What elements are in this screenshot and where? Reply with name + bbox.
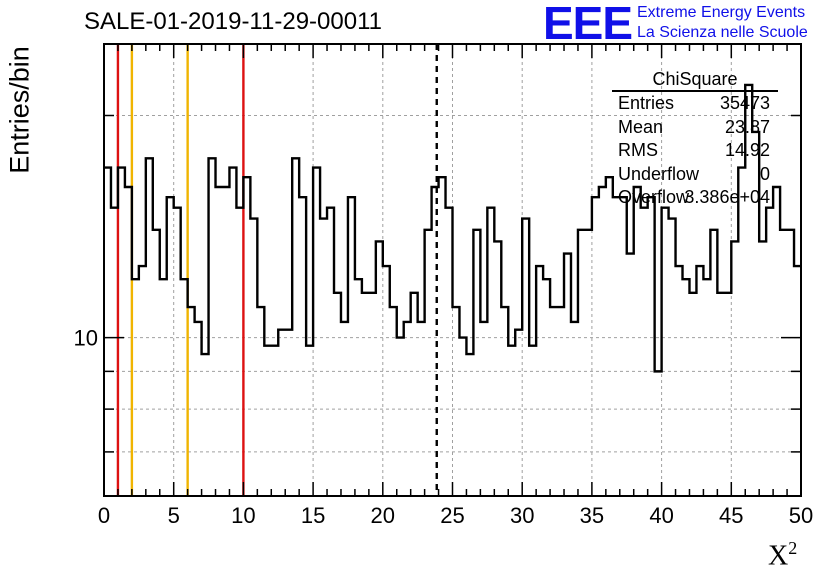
logo-text-line2: La Scienza nelle Scuole [637,24,808,41]
logo-text-line1: Extreme Energy Events [637,4,806,21]
axis-ticks [103,44,802,496]
y-axis-label: Entries/bin [4,46,35,174]
stats-row-entries: Entries 35473 [612,92,778,116]
stats-box: ChiSquare Entries 35473 Mean 23.87 RMS 1… [612,68,778,210]
stats-row-underflow: Underflow 0 [612,163,778,187]
stats-value: 35473 [719,93,770,113]
stats-row-overflow: Overflow 3.386e+04 [612,186,778,210]
reference-lines [116,44,438,496]
stats-row-mean: Mean 23.87 [612,116,778,140]
stats-value: 23.87 [724,116,770,137]
y-tick-label: 10 [74,326,98,351]
stats-value: 14.92 [724,140,770,160]
histogram-series [104,83,801,373]
x-axis-label-sup: 2 [788,538,798,558]
x-tick-label: 45 [719,503,743,528]
x-tick-label: 0 [98,503,110,528]
tick-labels: 0 5 10 15 20 25 30 35 40 45 50 10 [74,326,814,528]
chart-title: SALE-01-2019-11-29-00011 [84,8,382,35]
plot-frame [103,43,802,497]
x-axis-label-main: X [768,540,789,572]
stats-key: Entries [618,93,675,113]
stats-key: RMS [618,140,658,160]
x-axis-label: X2 [768,538,797,572]
x-tick-label: 20 [371,503,395,528]
x-tick-label: 35 [580,503,604,528]
stats-key: Mean [618,116,664,137]
grid-lines [104,44,801,496]
stats-value: 3.386e+04 [684,187,770,207]
x-tick-label: 50 [789,503,813,528]
stats-key: Overflow [618,187,690,207]
eee-logo: EEE [543,0,633,49]
x-tick-label: 30 [510,503,534,528]
x-tick-label: 15 [301,503,325,528]
stats-row-rms: RMS 14.92 [612,139,778,163]
x-tick-label: 5 [168,503,180,528]
x-tick-label: 10 [231,503,255,528]
stats-key: Underflow [618,163,700,184]
x-tick-label: 40 [649,503,673,528]
x-tick-label: 25 [440,503,464,528]
stats-title: ChiSquare [612,68,778,92]
stats-value: 0 [759,163,770,184]
